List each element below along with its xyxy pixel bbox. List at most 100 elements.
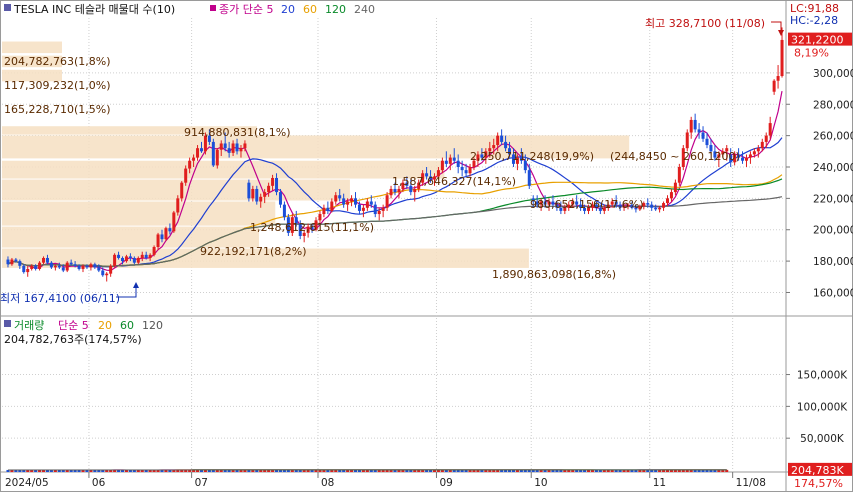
volume-bar	[673, 469, 677, 472]
candle-body	[760, 141, 764, 149]
candle-body	[515, 157, 519, 164]
volume-bar	[152, 469, 156, 472]
volume-bar	[290, 469, 294, 472]
volume-bar	[508, 469, 512, 472]
candle-body	[73, 264, 77, 266]
volume-bar	[199, 469, 203, 472]
volume-legend-label: 20	[98, 319, 112, 332]
volume-bar	[338, 469, 342, 472]
candle-body	[255, 188, 259, 202]
volume-bar	[650, 469, 654, 472]
volume-bar	[144, 469, 148, 472]
candle-body	[768, 123, 772, 136]
candle-body	[452, 157, 456, 161]
candle-body	[590, 204, 594, 208]
volume-bar	[361, 469, 365, 472]
volume-bar	[243, 469, 247, 472]
candle-body	[207, 135, 211, 142]
volume-bar	[559, 469, 563, 472]
volume-bar	[547, 469, 551, 472]
volume-bar	[685, 469, 689, 472]
volume-bar	[401, 469, 405, 472]
candle-body	[243, 143, 247, 149]
volume-bar	[330, 469, 334, 472]
legend-marker	[210, 5, 216, 11]
candle-body	[223, 143, 227, 149]
candle-body	[504, 141, 508, 149]
price-tick-label: 300,0000	[813, 68, 853, 80]
volume-bar	[689, 469, 693, 472]
candle-body	[654, 207, 658, 210]
candle-body	[290, 217, 294, 233]
candle-body	[448, 157, 452, 164]
candle-body	[184, 168, 188, 183]
volume-profile-band	[2, 69, 62, 82]
candle-body	[338, 195, 342, 199]
candle-body	[113, 254, 117, 266]
volume-bar	[211, 469, 215, 472]
candle-body	[310, 226, 314, 230]
volume-bar	[393, 469, 397, 472]
candle-body	[77, 265, 81, 269]
volume-bar	[456, 469, 460, 472]
candle-body	[492, 145, 496, 149]
candle-body	[610, 201, 614, 205]
legend-label: 120	[325, 3, 346, 16]
volume-bar	[235, 469, 239, 472]
volume-bar	[164, 469, 168, 472]
candle-body	[235, 143, 239, 152]
candles-group	[6, 27, 784, 282]
volume-legend-label: 120	[142, 319, 163, 332]
volume-bar	[658, 469, 662, 472]
candle-body	[89, 264, 93, 268]
candle-body	[421, 173, 425, 183]
candle-body	[357, 204, 361, 211]
candle-body	[436, 170, 440, 177]
volume-bar	[365, 469, 369, 472]
volume-bar	[172, 469, 176, 472]
volume-bar	[160, 469, 164, 472]
volume-bar	[81, 469, 85, 472]
candle-body	[49, 262, 53, 268]
volume-bar	[638, 469, 642, 472]
volume-bar	[176, 469, 180, 472]
candle-body	[488, 148, 492, 152]
volume-bar	[346, 469, 350, 472]
candle-body	[196, 148, 200, 158]
candle-body	[18, 261, 22, 266]
volume-bar	[156, 469, 160, 472]
candle-body	[365, 201, 369, 208]
volume-bar	[432, 469, 436, 472]
candle-body	[618, 204, 622, 208]
low-price-label: 최저 167,4100 (06/11)	[0, 292, 120, 305]
volume-bar	[306, 469, 310, 472]
candle-body	[199, 148, 203, 152]
volume-bar	[148, 469, 152, 472]
volume-bar	[342, 469, 346, 472]
volume-profile-band	[2, 226, 259, 248]
volume-readout: 204,782,763주(174,57%)	[4, 333, 142, 346]
volume-bar	[128, 469, 132, 472]
volume-bar	[523, 469, 527, 472]
candle-body	[425, 173, 429, 177]
volume-bar	[168, 469, 172, 472]
candle-body	[697, 129, 701, 133]
legend-label: 20	[281, 3, 295, 16]
chart-title: TESLA INC 테슬라 매물대 수(10)	[13, 3, 175, 16]
volume-bar	[697, 469, 701, 472]
candle-body	[152, 246, 156, 255]
candle-body	[251, 188, 255, 199]
candle-body	[65, 262, 69, 271]
volume-bar	[247, 469, 251, 472]
volume-bar	[302, 469, 306, 472]
volume-bar	[448, 469, 452, 472]
volume-bar	[132, 469, 136, 472]
candle-body	[701, 132, 705, 139]
candle-body	[346, 201, 350, 205]
volume-bar	[357, 469, 361, 472]
volume-bar	[271, 469, 275, 472]
candle-body	[527, 170, 531, 186]
volume-profile-label: 2,250,711,248(19,9%)	[470, 150, 594, 163]
candle-body	[780, 39, 784, 77]
